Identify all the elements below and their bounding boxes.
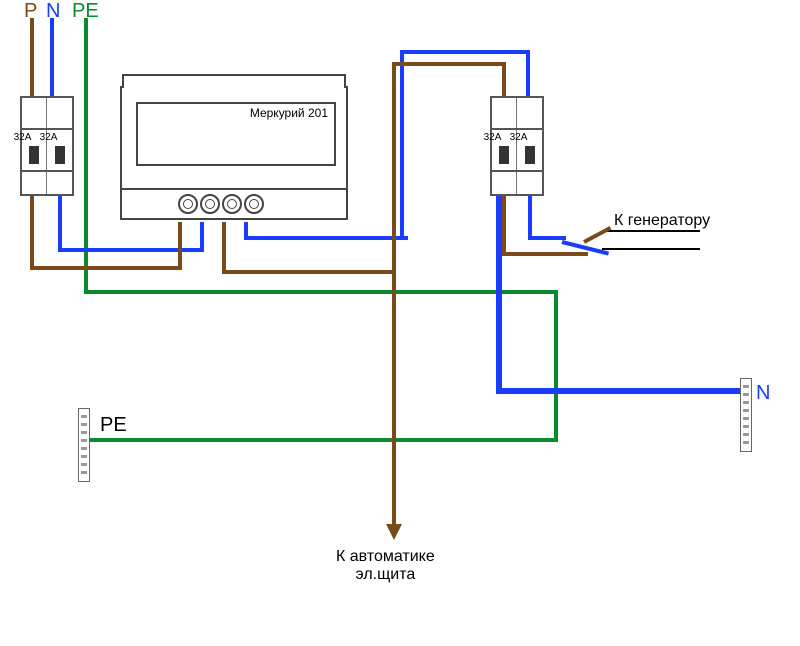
wire-n-lbrk-out: [58, 196, 62, 252]
breaker-right: 32A 32A: [490, 96, 544, 196]
breaker-right-rating-2: 32A: [506, 132, 531, 143]
wire-n-gen-h: [496, 388, 740, 394]
wire-p-main-drop: [392, 270, 396, 528]
wire-p-in: [30, 18, 34, 96]
arrow-to-panel: [386, 524, 402, 540]
wire-n-rbrk-out: [528, 196, 532, 240]
bus-pe: [78, 408, 90, 482]
wire-p-to-meter: [30, 266, 178, 270]
label-generator: К генератору: [614, 212, 710, 230]
breaker-left: 32A 32A: [20, 96, 74, 196]
gen-prong-top: [602, 230, 700, 232]
wire-n-in: [50, 18, 54, 96]
wire-n-top-h: [400, 50, 530, 54]
wire-p-rbrk-out: [502, 196, 506, 256]
wire-n-meter-right: [244, 236, 408, 240]
wire-p-rbrk-gen: [502, 252, 588, 256]
wire-p-up-junc: [392, 62, 396, 274]
label-pe-bus: PE: [100, 414, 127, 437]
breaker-left-rating-1: 32A: [10, 132, 35, 143]
wire-p-top-h: [392, 62, 506, 66]
bus-n: [740, 378, 752, 452]
breaker-left-rating-2: 32A: [36, 132, 61, 143]
meter-label: Меркурий 201: [250, 106, 328, 120]
breaker-right-rating-1: 32A: [480, 132, 505, 143]
wire-p-meter-right: [222, 270, 396, 274]
gen-brown-diag: [583, 226, 611, 244]
label-p: P: [24, 0, 37, 23]
meter: Меркурий 201: [120, 86, 348, 220]
wire-p-lbrk-out: [30, 196, 34, 270]
wire-p-to-rbrk: [502, 62, 506, 96]
wire-pe-h: [84, 290, 558, 294]
gen-prong-bottom: [602, 248, 700, 250]
label-n-bus: N: [756, 382, 770, 405]
wire-n-top-drop-left: [400, 50, 404, 240]
label-panel: К автоматике эл.щита: [336, 548, 435, 584]
wire-n-rbrk-right: [528, 236, 566, 240]
wire-n-top-to-rbrk: [526, 50, 530, 96]
wire-n-up-meter: [200, 222, 204, 252]
label-pe: PE: [72, 0, 99, 23]
wire-p-meter3-down: [222, 222, 226, 274]
wire-p-up-meter1: [178, 222, 182, 270]
wire-pe-to-bus: [88, 438, 558, 442]
label-n: N: [46, 0, 60, 23]
wire-pe-drop: [554, 290, 558, 442]
